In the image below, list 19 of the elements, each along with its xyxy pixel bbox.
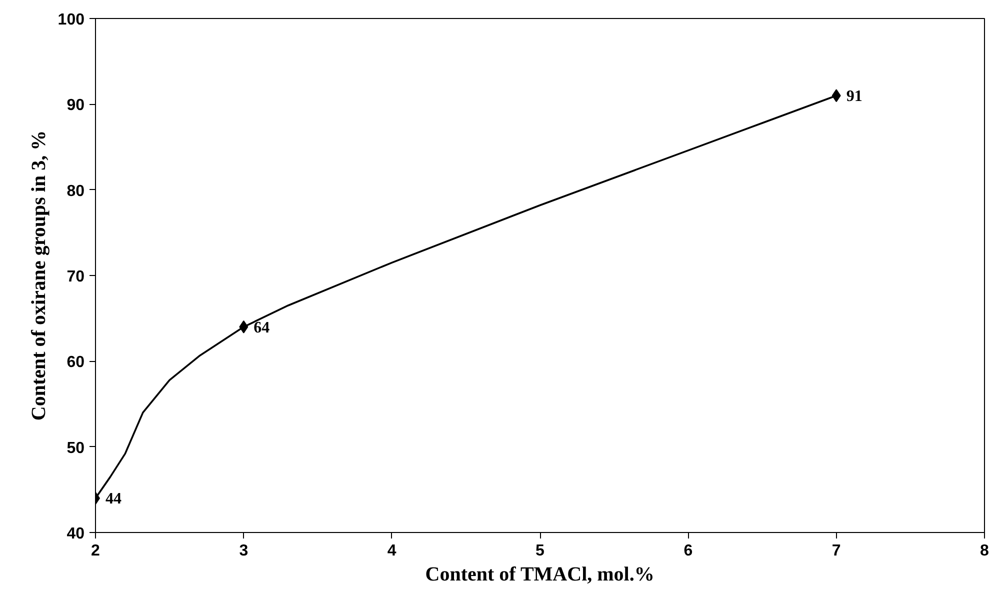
- x-tick-label: 3: [239, 542, 248, 560]
- x-tick-label: 6: [684, 542, 693, 560]
- x-tick-label: 2: [91, 542, 100, 560]
- y-tick-label: 50: [66, 440, 85, 457]
- y-tick-label: 60: [66, 354, 85, 372]
- data-label: 91: [846, 88, 862, 106]
- y-tick-label: 40: [66, 526, 85, 542]
- x-tick-label: 4: [387, 542, 396, 560]
- y-tick-label: 70: [66, 268, 85, 286]
- x-tick-label: 8: [980, 542, 989, 560]
- data-label: 64: [254, 319, 270, 336]
- x-tick-label: 5: [536, 542, 545, 560]
- x-tick-label: 7: [832, 542, 841, 560]
- x-axis-title: Content of TMACl, mol.%: [425, 564, 654, 586]
- y-axis-title: Content of oxirane groups in 3, %: [28, 130, 50, 421]
- y-tick-label: 80: [66, 182, 85, 200]
- y-tick-label: 100: [58, 12, 85, 28]
- y-tick-label: 90: [66, 97, 85, 114]
- data-label: 44: [106, 490, 122, 508]
